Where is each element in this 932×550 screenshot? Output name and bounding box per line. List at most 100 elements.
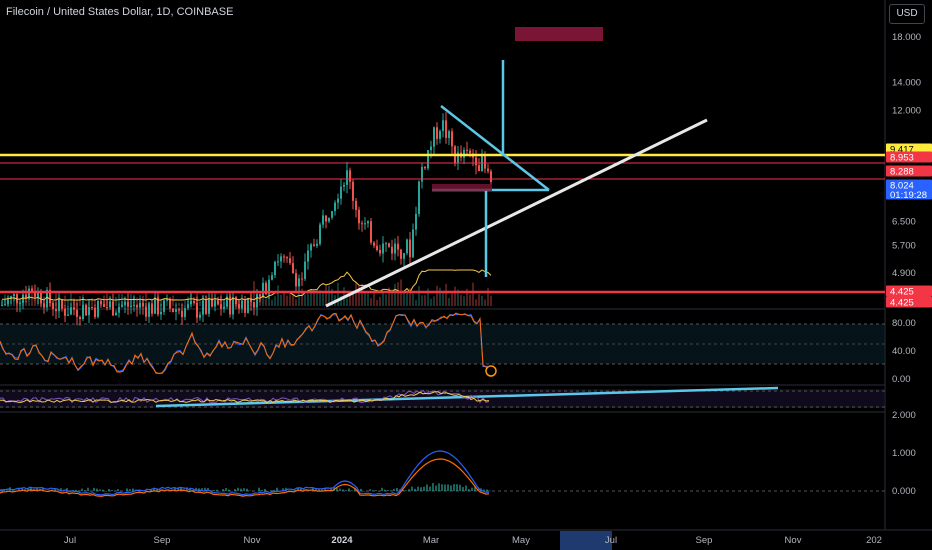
macd-histogram-bar xyxy=(381,487,383,491)
trendline-white[interactable] xyxy=(325,118,708,308)
volume-bar xyxy=(28,295,30,306)
macd-histogram-bar xyxy=(153,487,155,491)
candle-body xyxy=(247,298,249,313)
stoch-layer xyxy=(0,389,490,404)
volume-bar xyxy=(439,287,441,306)
price-tick-label: 12.000 xyxy=(892,106,921,117)
currency-button[interactable]: USD xyxy=(889,4,925,24)
candle-body xyxy=(430,146,432,151)
macd-histogram-bar xyxy=(207,488,209,491)
candle-body xyxy=(118,306,120,313)
macd-histogram-bar xyxy=(228,489,230,491)
volume-bar xyxy=(1,300,3,306)
volume-bar xyxy=(103,295,105,306)
macd-histogram-bar xyxy=(174,487,176,491)
volume-bar xyxy=(10,300,12,306)
macd-histogram-bar xyxy=(330,487,332,491)
volume-bar xyxy=(451,293,453,306)
candle-body xyxy=(76,309,78,317)
volume-bar xyxy=(490,295,492,306)
volume-bar xyxy=(379,296,381,306)
candle-body xyxy=(424,166,426,169)
macd-histogram-bar xyxy=(249,490,251,491)
macd-histogram-bar xyxy=(60,488,62,491)
candle-body xyxy=(331,211,333,218)
candle-body xyxy=(178,309,180,311)
macd-histogram-bar xyxy=(411,486,413,491)
price-badge-label: 8.953 xyxy=(890,153,914,164)
candle-body xyxy=(337,198,339,203)
candle-body xyxy=(256,294,258,308)
candle-body xyxy=(82,304,84,320)
candle-body xyxy=(46,289,48,308)
macd-histogram-bar xyxy=(423,486,425,491)
macd-histogram-bar xyxy=(192,489,194,491)
macd-histogram-bar xyxy=(345,490,347,491)
volume-bar xyxy=(349,294,351,306)
macd-line xyxy=(0,450,490,496)
candle-body xyxy=(361,223,363,225)
candle-body xyxy=(196,302,198,318)
macd-histogram-bar xyxy=(264,489,266,491)
volume-bar xyxy=(121,294,123,306)
candle-body xyxy=(487,168,489,172)
macd-histogram-bar xyxy=(159,489,161,491)
candle-body xyxy=(139,303,141,308)
stoch-d-line xyxy=(0,391,490,404)
candle-body xyxy=(34,292,36,297)
candle-body xyxy=(265,282,267,295)
macd-histogram-bar xyxy=(102,489,104,491)
volume-bar xyxy=(304,294,306,306)
macd-histogram-bar xyxy=(468,489,470,491)
candle-body xyxy=(370,221,372,243)
volume-bar xyxy=(142,295,144,306)
volume-bar xyxy=(136,297,138,306)
candle-body xyxy=(325,215,327,222)
macd-histogram-bar xyxy=(78,490,80,491)
candle-body xyxy=(40,290,42,304)
candle-body xyxy=(334,202,336,212)
triangle-upper-line[interactable] xyxy=(440,105,550,191)
macd-histogram-bar xyxy=(483,489,485,491)
macd-histogram-bar xyxy=(363,491,365,492)
volume-bar xyxy=(211,299,213,306)
volume-bar xyxy=(259,295,261,306)
candle-body xyxy=(160,311,162,315)
macd-tick-label: 0.000 xyxy=(892,486,916,497)
volume-bar xyxy=(4,294,6,306)
volume-bar xyxy=(88,301,90,306)
macd-histogram-bar xyxy=(348,488,350,491)
triangle-zone xyxy=(432,184,492,191)
candle-body xyxy=(259,294,261,297)
volume-bar xyxy=(271,299,273,306)
candle-body xyxy=(313,244,315,246)
candle-body xyxy=(37,290,39,297)
candle-body xyxy=(400,249,402,259)
price-badge xyxy=(886,296,932,308)
price-tick-label: 18.000 xyxy=(892,32,921,43)
candle-body xyxy=(289,258,291,264)
candle-body xyxy=(415,213,417,230)
macd-histogram-bar xyxy=(273,489,275,491)
candle-body xyxy=(406,239,408,254)
macd-histogram-bar xyxy=(234,489,236,491)
macd-signal-line xyxy=(0,458,490,497)
macd-histogram-bar xyxy=(339,488,341,491)
volume-bar xyxy=(175,301,177,306)
candle-body xyxy=(394,243,396,254)
candle-body xyxy=(367,221,369,224)
candle-body xyxy=(67,314,69,316)
candle-body xyxy=(133,305,135,307)
volume-bar xyxy=(325,285,327,306)
volume-bar xyxy=(421,295,423,306)
stoch-k-line xyxy=(0,389,490,404)
candle-body xyxy=(421,166,423,182)
candle-body xyxy=(451,131,453,147)
candle-body xyxy=(262,282,264,297)
candle-body xyxy=(58,299,60,312)
volume-bar xyxy=(403,290,405,306)
volume-bar xyxy=(337,282,339,306)
candle-body xyxy=(445,120,447,138)
volume-bar xyxy=(409,288,411,306)
